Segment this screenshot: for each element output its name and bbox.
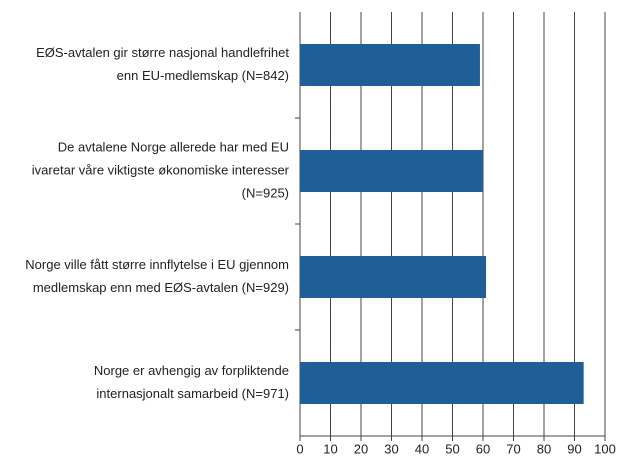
x-tick-label: 20 (354, 441, 368, 456)
y-tick-label: (N=925) (242, 185, 289, 200)
y-tick-label: EØS-avtalen gir større nasjonal handlefr… (36, 45, 289, 60)
bar (300, 256, 487, 298)
bar (300, 362, 584, 404)
y-tick-label: Norge ville fått større innflytelse i EU… (25, 257, 289, 272)
x-tick-label: 10 (323, 441, 337, 456)
x-tick-label: 0 (296, 441, 303, 456)
y-tick-label: enn EU-medlemskap (N=842) (117, 68, 289, 83)
x-tick-label: 70 (506, 441, 520, 456)
bar (300, 150, 483, 192)
y-tick-label: Norge er avhengig av forpliktende (94, 363, 289, 378)
x-tick-label: 40 (415, 441, 429, 456)
y-tick-label: internasjonalt samarbeid (N=971) (96, 386, 289, 401)
x-tick-label: 100 (594, 441, 616, 456)
y-tick-label: medlemskap enn med EØS-avtalen (N=929) (33, 280, 289, 295)
bar (300, 44, 480, 86)
x-tick-label: 90 (567, 441, 581, 456)
y-tick-label: De avtalene Norge allerede har med EU (58, 139, 289, 154)
y-tick-label: ivaretar våre viktigste økonomiske inter… (32, 162, 290, 177)
x-tick-label: 60 (476, 441, 490, 456)
x-tick-label: 50 (445, 441, 459, 456)
x-tick-label: 80 (537, 441, 551, 456)
x-tick-label: 30 (384, 441, 398, 456)
